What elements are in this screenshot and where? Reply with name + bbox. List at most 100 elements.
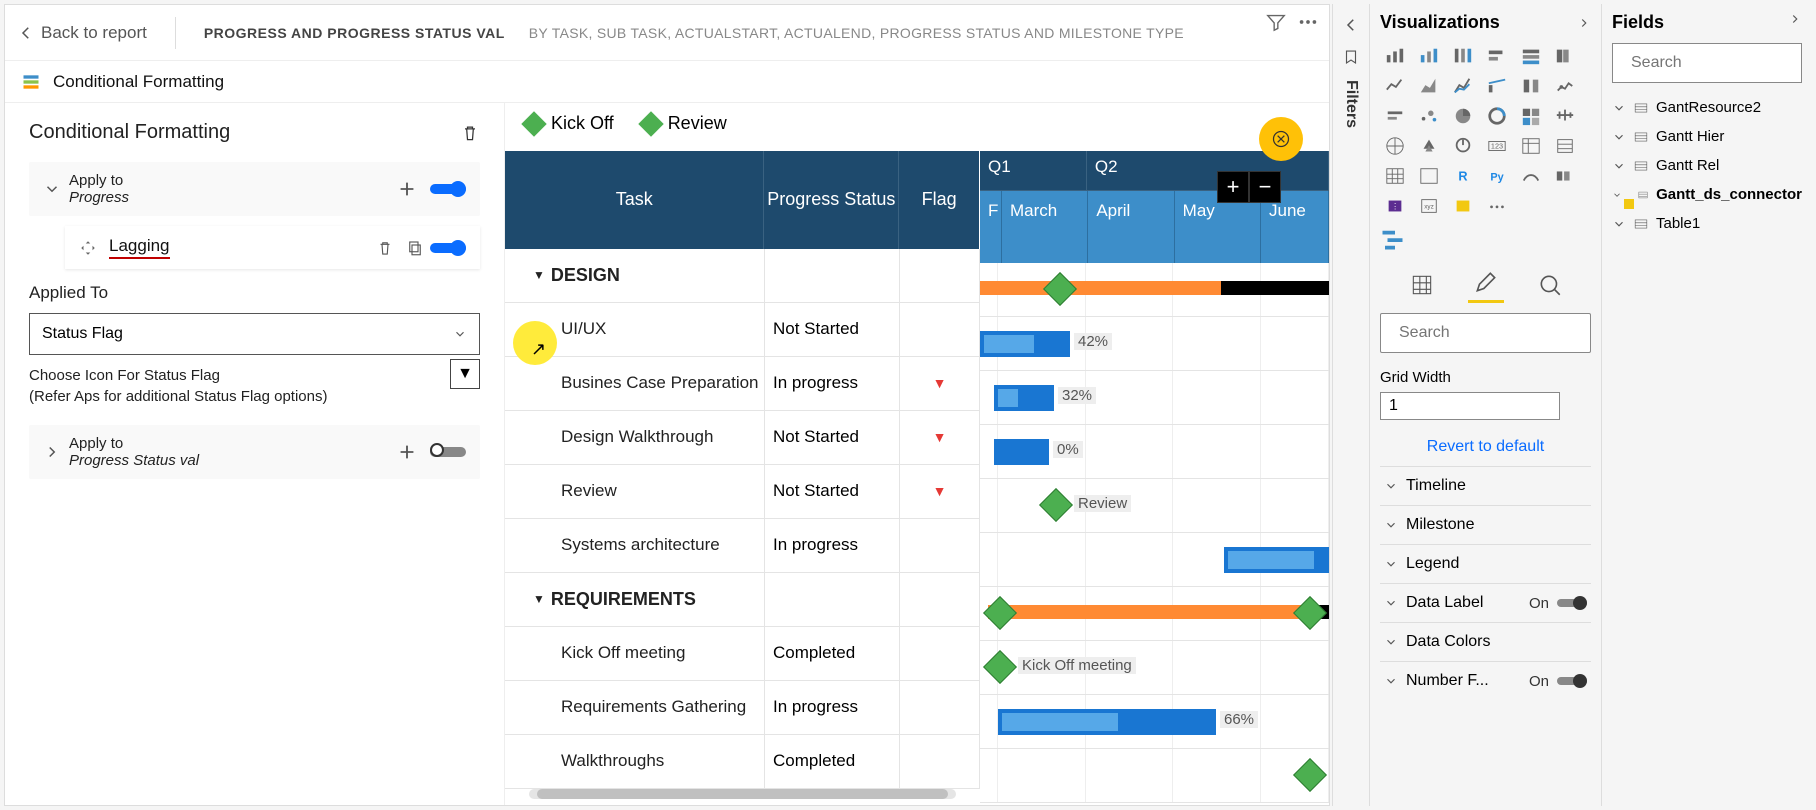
viz-type-6[interactable]	[1380, 73, 1410, 99]
gantt-row[interactable]: ReviewNot Started▼	[505, 465, 980, 519]
viz-type-24[interactable]	[1380, 163, 1410, 189]
applied-to-select[interactable]: Status Flag	[29, 313, 480, 355]
viz-type-17[interactable]	[1550, 103, 1580, 129]
viz-type-5[interactable]	[1550, 43, 1580, 69]
rule-toggle[interactable]	[430, 240, 466, 256]
chevron-right-icon[interactable]	[1788, 12, 1802, 26]
timeline-row: 66%	[980, 695, 1329, 749]
gantt-row[interactable]: Kick Off meetingCompleted	[505, 627, 980, 681]
accordion-timeline[interactable]: Timeline	[1380, 466, 1591, 505]
field-Table1[interactable]: Table1	[1612, 209, 1802, 238]
viz-type-8[interactable]	[1448, 73, 1478, 99]
gantt-row[interactable]: ▼REQUIREMENTS	[505, 573, 980, 627]
move-icon[interactable]	[79, 239, 97, 257]
viz-type-14[interactable]	[1448, 103, 1478, 129]
back-to-report-button[interactable]: Back to report	[17, 23, 147, 43]
chevron-right-icon[interactable]	[1577, 16, 1591, 30]
apply-to-progress-block[interactable]: Apply to Progress	[29, 162, 480, 216]
field-Gantt Rel[interactable]: Gantt Rel	[1612, 151, 1802, 180]
field-Gantt Hier[interactable]: Gantt Hier	[1612, 122, 1802, 151]
page-subtitle: BY TASK, SUB TASK, ACTUALSTART, ACTUALEN…	[529, 25, 1184, 41]
copy-icon[interactable]	[406, 239, 424, 257]
analytics-tab[interactable]	[1532, 267, 1568, 303]
revert-to-default[interactable]: Revert to default	[1380, 438, 1591, 456]
gantt-row[interactable]: UI/UXNot Started	[505, 303, 980, 357]
accordion-data-label[interactable]: Data LabelOn	[1380, 583, 1591, 622]
viz-type-23[interactable]	[1550, 133, 1580, 159]
viz-type-10[interactable]	[1516, 73, 1546, 99]
gantt-row[interactable]: WalkthroughsCompleted	[505, 735, 980, 789]
viz-type-31[interactable]: xyz	[1414, 193, 1444, 219]
gantt-row[interactable]: Design WalkthroughNot Started▼	[505, 411, 980, 465]
viz-type-32[interactable]	[1448, 193, 1478, 219]
viz-type-4[interactable]	[1516, 43, 1546, 69]
viz-search[interactable]	[1380, 313, 1591, 353]
more-icon[interactable]	[1297, 11, 1319, 33]
field-GantResource2[interactable]: GantResource2	[1612, 93, 1802, 122]
viz-type-11[interactable]	[1550, 73, 1580, 99]
viz-type-9[interactable]	[1482, 73, 1512, 99]
gantt-left-scrollbar[interactable]	[529, 789, 957, 799]
format-tab[interactable]	[1468, 267, 1504, 303]
viz-type-0[interactable]	[1380, 43, 1410, 69]
fields-tab[interactable]	[1404, 267, 1440, 303]
viz-type-16[interactable]	[1516, 103, 1546, 129]
fields-search[interactable]	[1612, 43, 1802, 83]
bookmark-icon[interactable]	[1342, 48, 1360, 66]
viz-search-input[interactable]	[1399, 324, 1602, 342]
zoom-out-button[interactable]: −	[1249, 171, 1281, 203]
viz-type-26[interactable]: R	[1448, 163, 1478, 189]
viz-type-20[interactable]	[1448, 133, 1478, 159]
accordion-legend[interactable]: Legend	[1380, 544, 1591, 583]
viz-type-28[interactable]	[1516, 163, 1546, 189]
grid-width-input[interactable]	[1380, 392, 1560, 420]
toggle[interactable]	[1557, 674, 1587, 688]
trash-icon[interactable]	[376, 239, 394, 257]
filter-icon[interactable]	[1265, 11, 1287, 33]
trash-icon[interactable]	[460, 123, 480, 143]
field-Gantt_ds_connector[interactable]: Gantt_ds_connector	[1612, 180, 1802, 209]
viz-type-2[interactable]	[1448, 43, 1478, 69]
progress-cell: Not Started	[765, 465, 900, 518]
viz-type-7[interactable]	[1414, 73, 1444, 99]
viz-type-18[interactable]	[1380, 133, 1410, 159]
gantt-row[interactable]: Requirements GatheringIn progress	[505, 681, 980, 735]
rule-lagging[interactable]: Lagging	[65, 226, 480, 269]
accordion-data-colors[interactable]: Data Colors	[1380, 622, 1591, 661]
gantt-close-button[interactable]	[1259, 117, 1303, 161]
accordion-number-f-[interactable]: Number F...On	[1380, 661, 1591, 700]
viz-type-19[interactable]	[1414, 133, 1444, 159]
gantt-row[interactable]: ▼DESIGN	[505, 249, 980, 303]
viz-type-25[interactable]	[1414, 163, 1444, 189]
legend-review: Review	[642, 113, 727, 134]
apply-to-psv-toggle[interactable]	[430, 444, 466, 460]
viz-type-29[interactable]	[1550, 163, 1580, 189]
viz-type-30[interactable]: ⋮	[1380, 193, 1410, 219]
filters-pane-collapsed[interactable]: Filters	[1332, 4, 1370, 806]
gantt-row[interactable]: Busines Case PreparationIn progress▼	[505, 357, 980, 411]
zoom-in-button[interactable]: +	[1217, 171, 1249, 203]
viz-type-15[interactable]	[1482, 103, 1512, 129]
viz-type-1[interactable]	[1414, 43, 1444, 69]
gantt-row[interactable]: Systems architectureIn progress	[505, 519, 980, 573]
chevron-left-icon[interactable]	[1342, 16, 1360, 34]
accordion-milestone[interactable]: Milestone	[1380, 505, 1591, 544]
viz-type-27[interactable]: Py	[1482, 163, 1512, 189]
status-flag-icon-picker[interactable]: ▼	[450, 359, 480, 389]
viz-type-33[interactable]	[1482, 193, 1512, 219]
plus-icon[interactable]	[396, 441, 418, 463]
apply-to-progress-toggle[interactable]	[430, 181, 466, 197]
apply-to-label-2: Apply to	[69, 435, 199, 452]
flag-cell	[900, 303, 980, 356]
apply-to-progress-status-val-block[interactable]: Apply to Progress Status val	[29, 425, 480, 479]
viz-type-13[interactable]	[1414, 103, 1444, 129]
viz-type-22[interactable]	[1516, 133, 1546, 159]
fields-search-input[interactable]	[1631, 54, 1812, 72]
plus-icon[interactable]	[396, 178, 418, 200]
col-flag: Flag	[899, 151, 979, 249]
viz-gantt-icon[interactable]	[1380, 227, 1410, 253]
toggle[interactable]	[1557, 596, 1587, 610]
viz-type-12[interactable]	[1380, 103, 1410, 129]
viz-type-3[interactable]	[1482, 43, 1512, 69]
viz-type-21[interactable]: 123	[1482, 133, 1512, 159]
